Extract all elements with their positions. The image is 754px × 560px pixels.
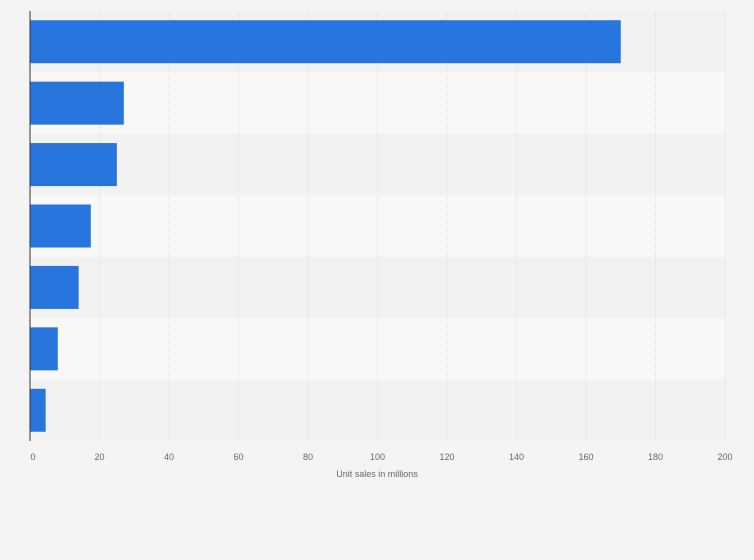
bar [30,20,621,64]
x-tick-label: 0 [30,452,35,462]
bar [30,388,46,432]
x-tick-label: 20 [94,452,104,462]
bar [30,204,91,248]
bar [30,143,117,187]
bar [30,265,79,309]
x-tick-labels: 0 20 40 60 80 100 120 140 160 180 200 [30,452,732,462]
x-tick-label: 100 [370,452,385,462]
x-tick-label: 120 [439,452,454,462]
x-tick-label: 60 [233,452,243,462]
bar [30,81,124,125]
x-tick-label: 80 [303,452,313,462]
x-tick-label: 40 [164,452,174,462]
x-tick-label: 160 [578,452,593,462]
x-tick-label: 180 [648,452,663,462]
x-axis-title: Unit sales in millions [336,469,418,479]
bar [30,327,58,371]
gridlines [99,11,726,441]
x-tick-label: 200 [717,452,732,462]
x-tick-label: 140 [509,452,524,462]
bars [30,20,621,432]
